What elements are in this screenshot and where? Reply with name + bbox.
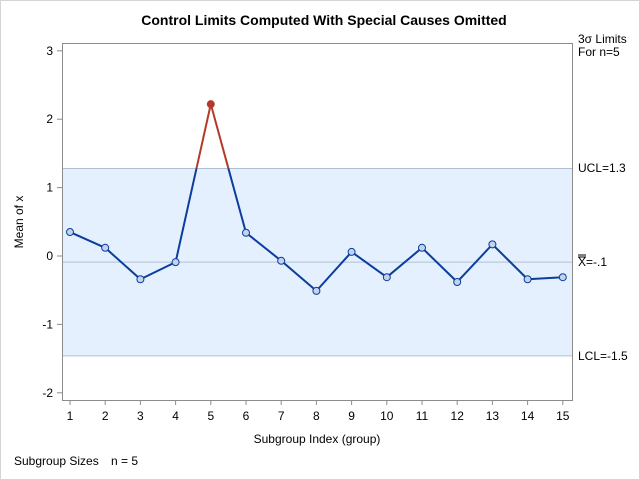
data-point <box>171 258 180 267</box>
series-segment <box>195 103 212 169</box>
x-tick-label: 6 <box>243 409 250 423</box>
series-segment <box>527 276 563 281</box>
x-tick-label: 11 <box>416 409 429 423</box>
plot-area <box>62 43 573 401</box>
chart-title: Control Limits Computed With Special Cau… <box>141 12 506 28</box>
x-tick-label: 2 <box>102 409 109 423</box>
series-segment <box>491 243 529 280</box>
series-segment <box>456 243 494 283</box>
data-point <box>418 243 426 252</box>
series-segment <box>386 247 423 278</box>
x-tick-label: 13 <box>486 409 500 423</box>
data-point <box>136 275 145 284</box>
x-tick-label: 5 <box>207 409 214 423</box>
data-point <box>453 277 462 286</box>
data-point <box>312 286 321 295</box>
y-tick-label: 3 <box>46 44 53 58</box>
x-tick-label: 1 <box>67 409 74 423</box>
series-segment <box>315 251 353 292</box>
data-point <box>347 247 356 256</box>
data-point <box>101 243 110 252</box>
center-line-label: X =-.1 <box>578 254 607 269</box>
series-segment <box>280 260 318 292</box>
x-tick-label: 9 <box>348 409 355 423</box>
plot-border <box>62 43 573 401</box>
data-point <box>277 256 286 265</box>
limits-header-line1: 3σ Limits <box>578 32 627 46</box>
data-point <box>558 273 567 282</box>
series-segment <box>421 247 458 283</box>
y-tick-label: 2 <box>46 112 53 126</box>
center-value: =-.1 <box>586 255 607 269</box>
x-tick-label: 4 <box>172 409 179 423</box>
limits-header-line2: For n=5 <box>578 45 620 59</box>
special-cause-point <box>206 100 215 109</box>
y-axis: -2 -1 0 1 2 3 <box>42 44 62 400</box>
x-axis: 1 2 3 4 5 6 7 8 9 10 11 12 13 14 15 <box>67 400 570 423</box>
y-tick-label: 0 <box>46 249 53 263</box>
series-segment <box>351 251 388 279</box>
x-tick-label: 12 <box>451 409 465 423</box>
subgroup-sizes-label: Subgroup Sizes <box>14 454 99 468</box>
lcl-label: LCL=-1.5 <box>578 349 628 363</box>
y-tick-label: 1 <box>46 181 53 195</box>
x-tick-label: 7 <box>278 409 285 423</box>
series-segment <box>69 231 106 249</box>
ucl-label: UCL=1.3 <box>578 161 626 175</box>
series-segment <box>104 247 142 281</box>
x-axis-title: Subgroup Index (group) <box>254 432 381 446</box>
series-segment <box>139 261 177 281</box>
data-point <box>523 275 532 284</box>
x-tick-label: 10 <box>380 409 394 423</box>
data-series <box>66 100 567 295</box>
data-point <box>488 240 497 249</box>
data-point <box>242 228 250 237</box>
y-tick-label: -1 <box>42 317 53 331</box>
x-tick-label: 8 <box>313 409 320 423</box>
data-point <box>66 228 74 237</box>
y-tick-label: -2 <box>42 386 53 400</box>
subgroup-sizes-value: n = 5 <box>111 454 138 468</box>
x-tick-label: 14 <box>521 409 535 423</box>
series-segment <box>227 168 247 234</box>
x-tick-label: 15 <box>556 409 570 423</box>
series-segment <box>174 168 198 263</box>
series-segment <box>209 103 230 169</box>
x-tick-label: 3 <box>137 409 144 423</box>
y-axis-title: Mean of x <box>12 196 26 249</box>
xbarbar-symbol: X <box>578 255 586 269</box>
data-point <box>382 273 391 282</box>
series-segment <box>245 231 282 262</box>
control-limits-band <box>62 167 572 357</box>
